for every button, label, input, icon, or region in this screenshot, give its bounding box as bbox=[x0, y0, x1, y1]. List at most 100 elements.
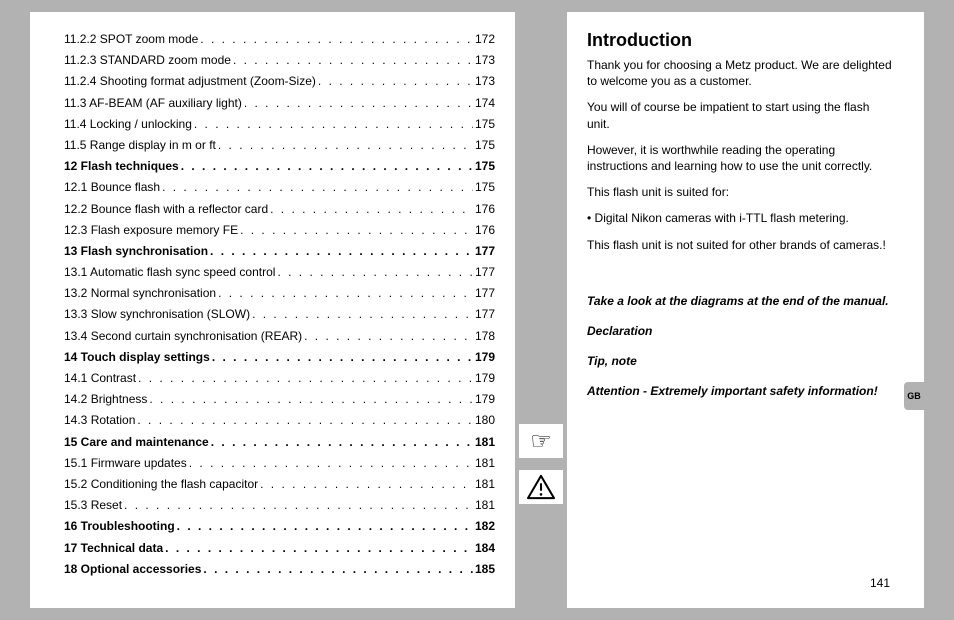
toc-dots: . . . . . . . . . . . . . . . . . . . . … bbox=[304, 327, 473, 345]
toc-page: 175 bbox=[475, 115, 495, 133]
toc-page: 182 bbox=[475, 517, 495, 535]
toc-line: 12.3 Flash exposure memory FE . . . . . … bbox=[64, 221, 495, 239]
intro-heading: Introduction bbox=[587, 30, 894, 51]
toc-label: 13.2 Normal synchronisation bbox=[64, 284, 216, 302]
toc-page: 178 bbox=[475, 327, 495, 345]
toc-page: 181 bbox=[475, 496, 495, 514]
toc-line: 12.1 Bounce flash . . . . . . . . . . . … bbox=[64, 178, 495, 196]
toc-dots: . . . . . . . . . . . . . . . . . . . . … bbox=[177, 517, 473, 535]
toc-line: 11.2.2 SPOT zoom mode . . . . . . . . . … bbox=[64, 30, 495, 48]
toc-dots: . . . . . . . . . . . . . . . . . . . . … bbox=[200, 30, 473, 48]
toc-line: 13.4 Second curtain synchronisation (REA… bbox=[64, 327, 495, 345]
intro-p3: However, it is worthwhile reading the op… bbox=[587, 142, 894, 174]
toc-label: 15.3 Reset bbox=[64, 496, 122, 514]
toc-dots: . . . . . . . . . . . . . . . . . . . . … bbox=[181, 157, 473, 175]
toc-label: 15 Care and maintenance bbox=[64, 433, 209, 451]
toc-dots: . . . . . . . . . . . . . . . . . . . . … bbox=[212, 348, 473, 366]
toc-line: 15 Care and maintenance . . . . . . . . … bbox=[64, 433, 495, 451]
toc-page: 179 bbox=[475, 369, 495, 387]
toc-page: 176 bbox=[475, 221, 495, 239]
toc-label: 14 Touch display settings bbox=[64, 348, 210, 366]
toc-line: 14.1 Contrast . . . . . . . . . . . . . … bbox=[64, 369, 495, 387]
toc-page: 179 bbox=[475, 348, 495, 366]
toc-dots: . . . . . . . . . . . . . . . . . . . . … bbox=[244, 94, 473, 112]
toc-page: 181 bbox=[475, 433, 495, 451]
toc-page: 172 bbox=[475, 30, 495, 48]
toc-dots: . . . . . . . . . . . . . . . . . . . . … bbox=[189, 454, 473, 472]
page-inner: 11.2.2 SPOT zoom mode . . . . . . . . . … bbox=[30, 12, 924, 608]
toc-dots: . . . . . . . . . . . . . . . . . . . . … bbox=[318, 72, 473, 90]
toc-page: 177 bbox=[475, 263, 495, 281]
toc-dots: . . . . . . . . . . . . . . . . . . . . … bbox=[218, 136, 473, 154]
toc-line: 11.2.3 STANDARD zoom mode . . . . . . . … bbox=[64, 51, 495, 69]
toc-line: 13.2 Normal synchronisation . . . . . . … bbox=[64, 284, 495, 302]
language-tab: GB bbox=[904, 382, 924, 410]
intro-p5: This flash unit is not suited for other … bbox=[587, 237, 894, 253]
toc-line: 14.3 Rotation . . . . . . . . . . . . . … bbox=[64, 411, 495, 429]
toc-label: 13.1 Automatic flash sync speed control bbox=[64, 263, 275, 281]
toc-dots: . . . . . . . . . . . . . . . . . . . . … bbox=[240, 221, 473, 239]
toc-label: 11.2.3 STANDARD zoom mode bbox=[64, 51, 231, 69]
toc-label: 16 Troubleshooting bbox=[64, 517, 175, 535]
page-number: 141 bbox=[870, 576, 890, 590]
toc-label: 11.5 Range display in m or ft bbox=[64, 136, 216, 154]
toc-page: 184 bbox=[475, 539, 495, 557]
toc-line: 13.3 Slow synchronisation (SLOW) . . . .… bbox=[64, 305, 495, 323]
toc-page: 176 bbox=[475, 200, 495, 218]
intro-body: Thank you for choosing a Metz product. W… bbox=[587, 57, 894, 253]
toc-line: 13 Flash synchronisation . . . . . . . .… bbox=[64, 242, 495, 260]
toc-label: 15.2 Conditioning the flash capacitor bbox=[64, 475, 258, 493]
intro-p2: You will of course be impatient to start… bbox=[587, 99, 894, 131]
toc-page: 177 bbox=[475, 284, 495, 302]
toc-label: 14.1 Contrast bbox=[64, 369, 136, 387]
toc-dots: . . . . . . . . . . . . . . . . . . . . … bbox=[211, 433, 473, 451]
toc-line: 11.5 Range display in m or ft . . . . . … bbox=[64, 136, 495, 154]
toc-dots: . . . . . . . . . . . . . . . . . . . . … bbox=[252, 305, 473, 323]
toc-line: 18 Optional accessories . . . . . . . . … bbox=[64, 560, 495, 578]
toc-label: 14.3 Rotation bbox=[64, 411, 135, 429]
toc-dots: . . . . . . . . . . . . . . . . . . . . … bbox=[149, 390, 473, 408]
toc-line: 11.3 AF-BEAM (AF auxiliary light) . . . … bbox=[64, 94, 495, 112]
callout-tip: Tip, note bbox=[587, 353, 894, 369]
toc-dots: . . . . . . . . . . . . . . . . . . . . … bbox=[162, 178, 473, 196]
intro-bullet-1: Digital Nikon cameras with i-TTL flash m… bbox=[587, 210, 894, 226]
toc-line: 16 Troubleshooting . . . . . . . . . . .… bbox=[64, 517, 495, 535]
toc-label: 13 Flash synchronisation bbox=[64, 242, 208, 260]
toc-label: 11.2.2 SPOT zoom mode bbox=[64, 30, 198, 48]
callouts: Take a look at the diagrams at the end o… bbox=[587, 293, 894, 400]
toc-dots: . . . . . . . . . . . . . . . . . . . . … bbox=[137, 411, 473, 429]
toc-page: 175 bbox=[475, 157, 495, 175]
toc-label: 11.4 Locking / unlocking bbox=[64, 115, 192, 133]
toc-label: 13.4 Second curtain synchronisation (REA… bbox=[64, 327, 302, 345]
toc-label: 12.1 Bounce flash bbox=[64, 178, 160, 196]
callout-attention: Attention - Extremely important safety i… bbox=[587, 383, 894, 399]
toc-line: 11.2.4 Shooting format adjustment (Zoom-… bbox=[64, 72, 495, 90]
intro-bullets: Digital Nikon cameras with i-TTL flash m… bbox=[587, 210, 894, 226]
toc-label: 18 Optional accessories bbox=[64, 560, 201, 578]
toc-page: 180 bbox=[475, 411, 495, 429]
toc-label: 15.1 Firmware updates bbox=[64, 454, 187, 472]
toc-label: 17 Technical data bbox=[64, 539, 163, 557]
callout-declaration: Declaration bbox=[587, 323, 894, 339]
toc-line: 12.2 Bounce flash with a reflector card … bbox=[64, 200, 495, 218]
toc-page: 174 bbox=[475, 94, 495, 112]
toc-column: 11.2.2 SPOT zoom mode . . . . . . . . . … bbox=[30, 12, 515, 608]
pointing-hand-icon: ☞ bbox=[519, 424, 563, 458]
toc-line: 15.3 Reset . . . . . . . . . . . . . . .… bbox=[64, 496, 495, 514]
toc-dots: . . . . . . . . . . . . . . . . . . . . … bbox=[260, 475, 473, 493]
warning-icon bbox=[519, 470, 563, 504]
toc-page: 175 bbox=[475, 136, 495, 154]
toc-page: 173 bbox=[475, 72, 495, 90]
toc-dots: . . . . . . . . . . . . . . . . . . . . … bbox=[194, 115, 473, 133]
toc-line: 11.4 Locking / unlocking . . . . . . . .… bbox=[64, 115, 495, 133]
toc-page: 181 bbox=[475, 454, 495, 472]
toc-dots: . . . . . . . . . . . . . . . . . . . . … bbox=[218, 284, 473, 302]
toc-dots: . . . . . . . . . . . . . . . . . . . . … bbox=[203, 560, 473, 578]
manual-page: 11.2.2 SPOT zoom mode . . . . . . . . . … bbox=[0, 0, 954, 620]
intro-p1: Thank you for choosing a Metz product. W… bbox=[587, 57, 894, 89]
toc-page: 185 bbox=[475, 560, 495, 578]
intro-column: Introduction Thank you for choosing a Me… bbox=[567, 12, 924, 608]
center-strip: ☞ bbox=[515, 12, 567, 608]
toc-line: 12 Flash techniques . . . . . . . . . . … bbox=[64, 157, 495, 175]
toc-dots: . . . . . . . . . . . . . . . . . . . . … bbox=[277, 263, 473, 281]
